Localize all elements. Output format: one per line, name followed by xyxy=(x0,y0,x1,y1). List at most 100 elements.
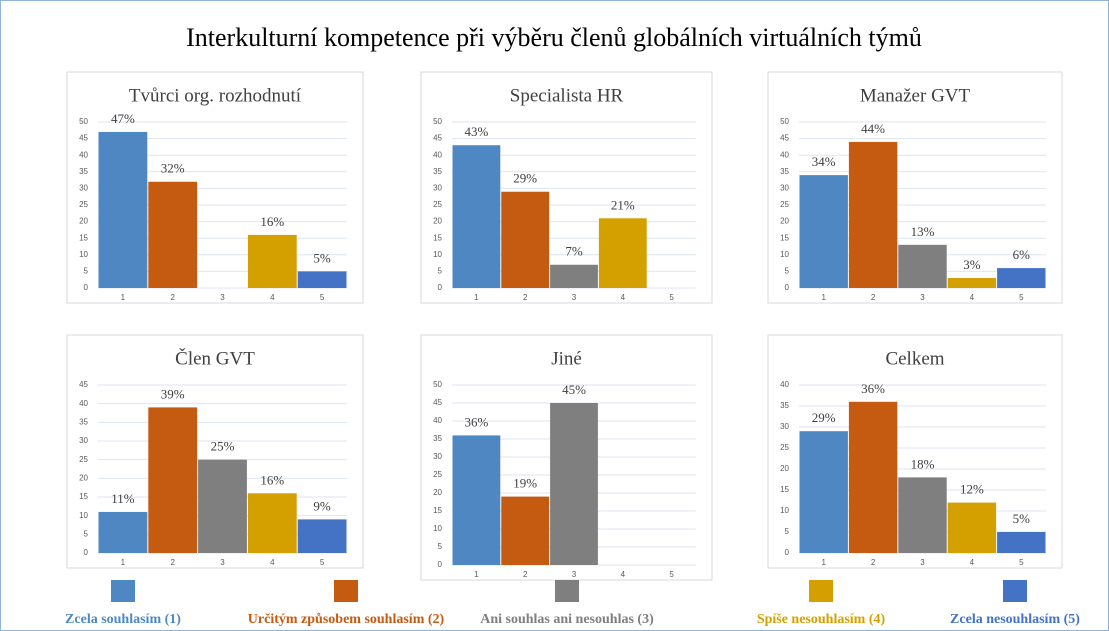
x-tick-label: 4 xyxy=(970,558,975,567)
y-tick-label: 5 xyxy=(84,267,89,276)
data-label: 12% xyxy=(960,482,984,497)
y-tick-label: 25 xyxy=(433,470,442,479)
y-tick-label: 0 xyxy=(84,548,89,557)
data-label: 5% xyxy=(1013,511,1031,526)
legend-swatch xyxy=(1003,580,1027,602)
y-tick-label: 40 xyxy=(780,380,789,389)
y-tick-label: 10 xyxy=(780,250,789,259)
bar xyxy=(198,459,247,553)
x-tick-label: 5 xyxy=(320,293,325,302)
figure-title: Interkulturní kompetence při výběru člen… xyxy=(186,23,922,52)
y-tick-label: 25 xyxy=(780,443,789,452)
data-label: 29% xyxy=(513,171,537,186)
data-label: 25% xyxy=(211,439,235,454)
data-label: 34% xyxy=(812,154,836,169)
bar xyxy=(898,477,947,553)
data-label: 3% xyxy=(963,257,981,272)
y-tick-label: 35 xyxy=(433,167,442,176)
chart-title: Specialista HR xyxy=(510,85,624,106)
y-tick-label: 25 xyxy=(780,200,789,209)
y-tick-label: 0 xyxy=(785,283,790,292)
bar xyxy=(997,532,1046,553)
legend-label: Zcela souhlasím (1) xyxy=(65,612,181,627)
chart-title: Tvůrci org. rozhodnutí xyxy=(129,85,302,106)
y-tick-label: 30 xyxy=(433,452,442,461)
bar xyxy=(452,435,501,565)
y-tick-label: 50 xyxy=(433,380,442,389)
x-tick-label: 5 xyxy=(1019,293,1024,302)
y-tick-label: 30 xyxy=(433,184,442,193)
data-label: 43% xyxy=(464,124,488,139)
legend-swatch xyxy=(555,580,579,602)
y-tick-label: 10 xyxy=(79,511,88,520)
y-tick-label: 35 xyxy=(79,417,88,426)
bar xyxy=(947,278,997,288)
y-tick-label: 40 xyxy=(79,399,88,408)
y-tick-label: 50 xyxy=(433,117,442,126)
bar xyxy=(148,407,198,553)
chart-title: Jiné xyxy=(551,348,582,369)
x-tick-label: 1 xyxy=(474,293,479,302)
x-tick-label: 5 xyxy=(669,293,674,302)
y-tick-label: 50 xyxy=(79,117,88,126)
y-tick-label: 5 xyxy=(84,529,89,538)
bar xyxy=(947,502,997,553)
legend-swatch xyxy=(809,580,833,602)
y-tick-label: 30 xyxy=(79,436,88,445)
chart-title: Člen GVT xyxy=(175,347,255,369)
bar xyxy=(501,496,550,565)
data-label: 39% xyxy=(161,386,185,401)
y-tick-label: 25 xyxy=(79,200,88,209)
data-label: 11% xyxy=(111,491,135,506)
bar xyxy=(501,191,550,288)
bar xyxy=(452,145,501,288)
x-tick-label: 3 xyxy=(920,558,925,567)
x-tick-label: 4 xyxy=(270,293,275,302)
x-tick-label: 2 xyxy=(871,558,876,567)
data-label: 36% xyxy=(861,381,885,396)
y-tick-label: 5 xyxy=(438,267,443,276)
x-tick-label: 3 xyxy=(220,293,225,302)
y-tick-label: 15 xyxy=(433,506,442,515)
legend-label: Spíše nesouhlasím (4) xyxy=(757,612,886,627)
y-tick-label: 35 xyxy=(780,401,789,410)
y-tick-label: 5 xyxy=(785,527,790,536)
y-tick-label: 5 xyxy=(785,267,790,276)
data-label: 21% xyxy=(611,197,635,212)
x-tick-label: 2 xyxy=(523,570,528,579)
y-tick-label: 20 xyxy=(79,473,88,482)
x-tick-label: 3 xyxy=(572,570,577,579)
bar xyxy=(297,519,347,553)
y-tick-label: 45 xyxy=(433,134,442,143)
bar xyxy=(297,271,347,288)
x-tick-label: 1 xyxy=(121,293,126,302)
data-label: 29% xyxy=(812,410,836,425)
x-tick-label: 3 xyxy=(572,293,577,302)
y-tick-label: 35 xyxy=(433,434,442,443)
legend-swatch xyxy=(111,580,135,602)
y-tick-label: 45 xyxy=(780,134,789,143)
y-tick-label: 45 xyxy=(79,134,88,143)
y-tick-label: 45 xyxy=(79,380,88,389)
y-tick-label: 15 xyxy=(433,233,442,242)
x-tick-label: 4 xyxy=(621,293,626,302)
data-label: 5% xyxy=(313,250,331,265)
y-tick-label: 50 xyxy=(780,117,789,126)
data-label: 7% xyxy=(565,244,583,259)
legend-label: Ani souhlas ani nesouhlas (3) xyxy=(480,612,654,627)
data-label: 16% xyxy=(260,214,284,229)
data-label: 18% xyxy=(911,456,935,471)
bar xyxy=(799,431,848,553)
y-tick-label: 0 xyxy=(785,548,790,557)
y-tick-label: 5 xyxy=(438,542,443,551)
y-tick-label: 30 xyxy=(79,184,88,193)
y-tick-label: 30 xyxy=(780,184,789,193)
y-tick-label: 20 xyxy=(780,464,789,473)
bar xyxy=(247,234,297,288)
y-tick-label: 0 xyxy=(438,283,443,292)
y-tick-label: 10 xyxy=(433,250,442,259)
x-tick-label: 4 xyxy=(970,293,975,302)
y-tick-label: 45 xyxy=(433,398,442,407)
y-tick-label: 15 xyxy=(780,485,789,494)
data-label: 45% xyxy=(562,382,586,397)
